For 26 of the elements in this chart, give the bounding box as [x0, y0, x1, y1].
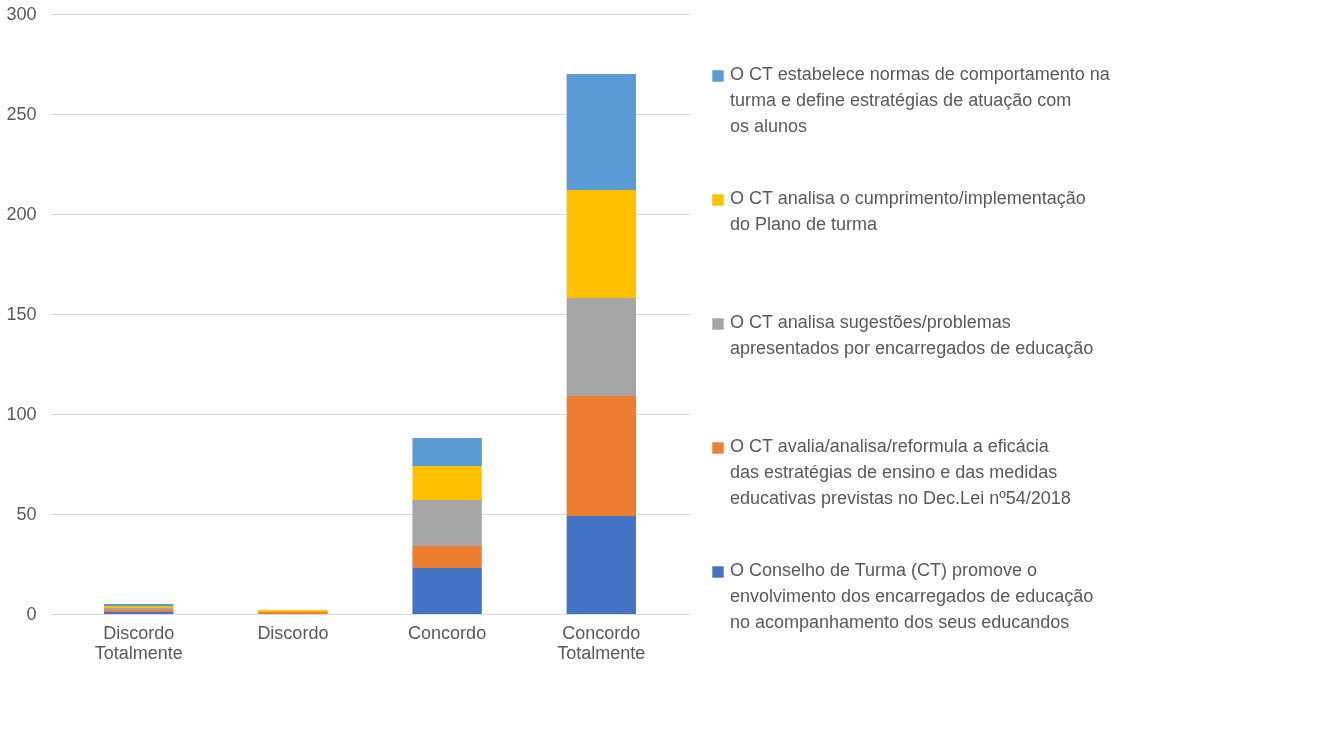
- x-tick-label: Discordo Totalmente: [94, 622, 183, 663]
- y-tick-label: 250: [6, 103, 37, 124]
- y-tick-label: 200: [6, 203, 37, 224]
- bar: [566, 298, 637, 396]
- x-tick-label: Concordo Totalmente: [557, 622, 646, 663]
- x-tick-label: Discordo: [257, 622, 329, 643]
- y-tick-label: 150: [6, 303, 37, 324]
- bar: [412, 500, 482, 546]
- y-tick-label: 50: [16, 503, 37, 524]
- x-tick-label: Concordo: [408, 622, 487, 643]
- y-tick-label: 100: [6, 403, 37, 424]
- legend-label: O CT avalia/analisa/reformula a eficácia das estratégias de ensino e das medidas educativas previstas no Dec.Lei nº54/2018: [730, 436, 1071, 508]
- bar: [566, 190, 637, 298]
- y-tick-label: 0: [26, 603, 37, 624]
- bar: [566, 396, 637, 516]
- bar: [412, 568, 482, 614]
- bar: [412, 546, 482, 568]
- bar: [566, 516, 637, 614]
- bar: [412, 466, 482, 500]
- bar: [566, 74, 637, 190]
- bar: [412, 438, 482, 466]
- legend-label: O CT estabelece normas de comportamento na turma e define estratégias de atuação com os alunos: [730, 64, 1111, 136]
- y-tick-label: 300: [6, 3, 37, 24]
- legend-label: O Conselho de Turma (CT) promove o envolvimento dos encarregados de educação no acompanhamento dos seus educandos: [730, 560, 1094, 632]
- legend-label: O CT analisa sugestões/problemas apresentados por encarregados de educação: [730, 312, 1094, 358]
- legend-label: O CT analisa o cumprimento/implementação do Plano de turma: [730, 188, 1086, 234]
